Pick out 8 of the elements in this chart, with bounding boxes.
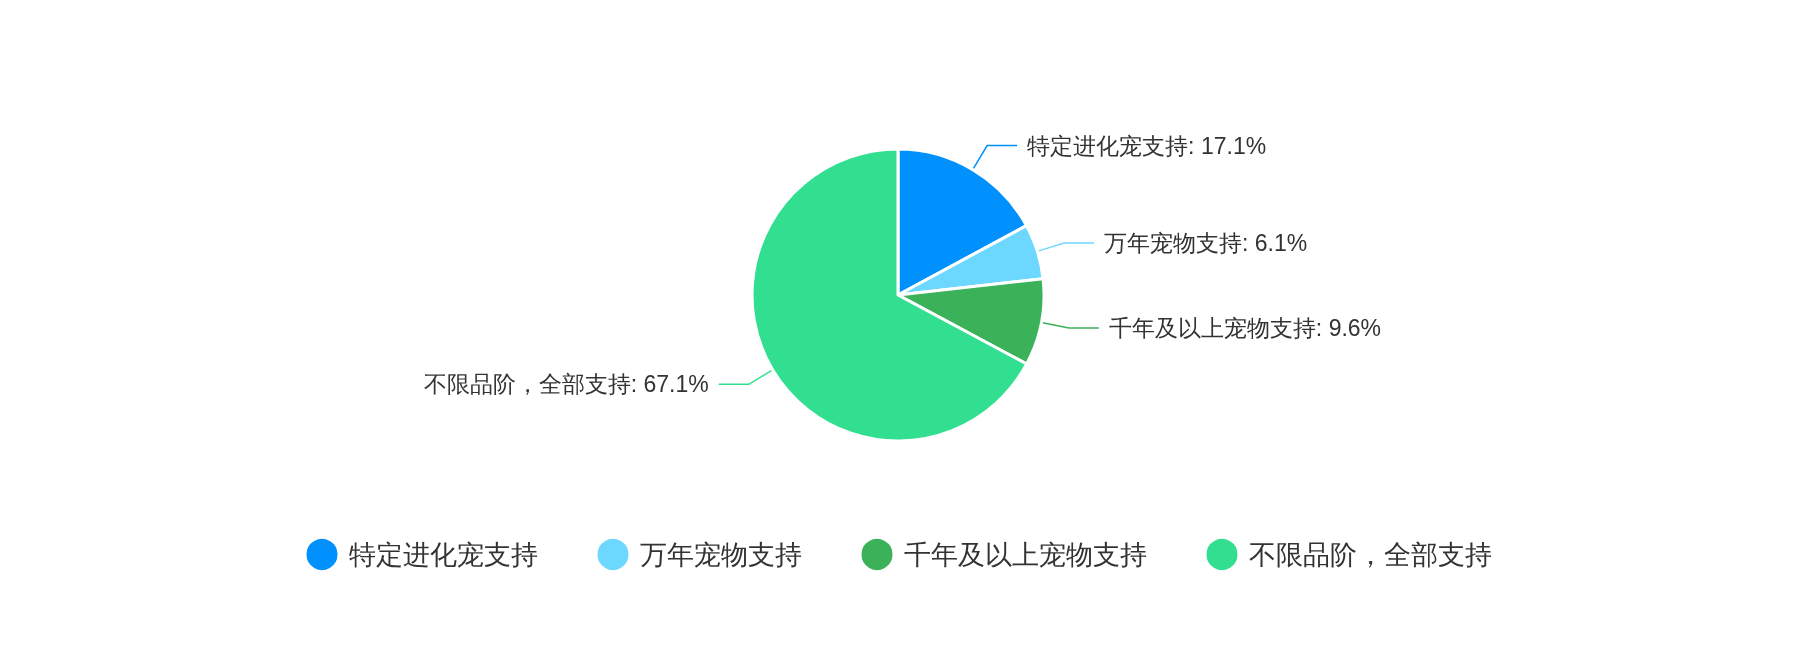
data-label: 万年宠物支持: 6.1% bbox=[1104, 230, 1308, 256]
legend-label: 万年宠物支持 bbox=[639, 539, 802, 570]
legend-label: 千年及以上宠物支持 bbox=[903, 539, 1147, 570]
data-label: 千年及以上宠物支持: 9.6% bbox=[1108, 314, 1382, 341]
legend-label: 不限品阶，全部支持 bbox=[1248, 539, 1492, 570]
data-label: 特定进化宠支持: 17.1% bbox=[1027, 132, 1267, 159]
data-label: 不限品阶，全部支持: 67.1% bbox=[423, 371, 709, 398]
legend-label: 特定进化宠支持 bbox=[348, 539, 538, 570]
